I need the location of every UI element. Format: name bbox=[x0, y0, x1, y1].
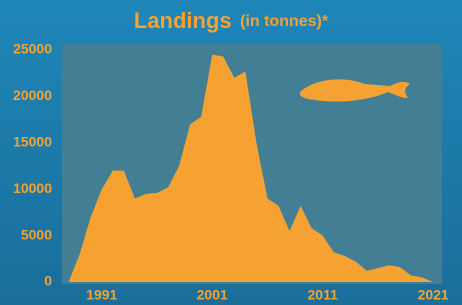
y-tick-label: 5000 bbox=[21, 226, 52, 242]
y-tick-label: 0 bbox=[44, 273, 52, 289]
y-tick-label: 10000 bbox=[13, 180, 52, 196]
y-tick-label: 20000 bbox=[13, 87, 52, 103]
y-tick-label: 15000 bbox=[13, 134, 52, 150]
x-tick-label: 2021 bbox=[418, 287, 449, 303]
subtitle: (in tonnes)* bbox=[240, 13, 329, 30]
x-tick-label: 1991 bbox=[86, 287, 117, 303]
x-tick-label: 2011 bbox=[308, 287, 339, 303]
x-tick-label: 2001 bbox=[197, 287, 228, 303]
y-tick-label: 25000 bbox=[13, 41, 52, 57]
title: Landings bbox=[134, 8, 232, 33]
chart: Landings (in tonnes)* 0 5000 10000 15000 200… bbox=[0, 0, 462, 305]
